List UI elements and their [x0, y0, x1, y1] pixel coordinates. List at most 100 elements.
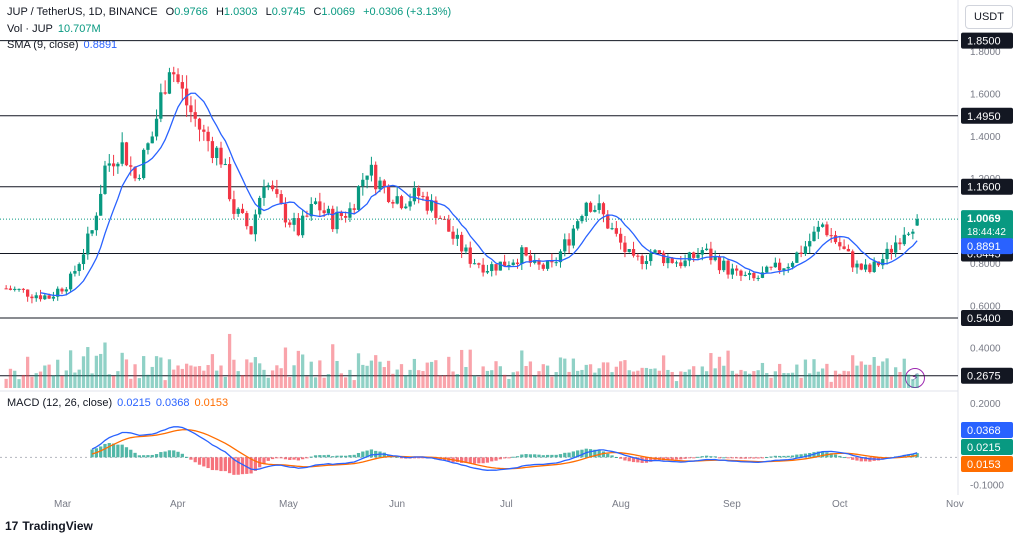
macd-histogram-bar: [515, 456, 520, 458]
volume-bar: [829, 381, 833, 388]
volume-bar: [631, 371, 636, 388]
volume-bar: [399, 364, 404, 388]
candle-body: [352, 208, 356, 210]
lightning-icon[interactable]: ⚡: [905, 368, 925, 388]
last-price-label: 1.0069: [967, 213, 1001, 225]
tradingview-logo[interactable]: 17 TradingView: [5, 519, 93, 533]
candle-body: [425, 196, 429, 211]
macd-histogram-bar: [99, 446, 103, 458]
macd-histogram-bar: [481, 457, 485, 464]
volume-bar: [498, 366, 502, 388]
candle-body: [829, 235, 833, 237]
candle-body: [713, 257, 717, 261]
volume-bar: [859, 361, 863, 388]
volume-bar: [434, 360, 438, 388]
candle-body: [111, 163, 116, 167]
signal-line: [91, 429, 918, 470]
macd-histogram-bar: [279, 457, 283, 459]
volume-bar: [838, 373, 842, 388]
macd-value-tag: [961, 422, 1013, 438]
volume-bar: [167, 359, 172, 388]
volume-bar: [313, 377, 318, 388]
volume-bar: [885, 358, 889, 388]
macd-histogram-bar: [752, 457, 756, 459]
candle-body: [760, 272, 765, 278]
volume-bar: [683, 371, 687, 388]
volume-bar: [803, 359, 808, 388]
macd-histogram-bar: [636, 457, 640, 463]
volume-bar: [34, 373, 38, 388]
macd-histogram-bar: [343, 455, 348, 458]
candle-body: [99, 193, 103, 216]
macd-histogram-bar: [395, 456, 399, 458]
candle-body: [782, 268, 786, 271]
candle-body: [408, 201, 412, 207]
volume-bar: [335, 360, 339, 388]
tradingview-wordmark: TradingView: [22, 519, 93, 533]
volume-bar: [391, 373, 395, 388]
macd-histogram-bar: [838, 455, 842, 458]
level-tag: [961, 107, 1013, 124]
volume-bar: [722, 365, 726, 388]
volume-label[interactable]: Vol · JUP: [7, 23, 53, 35]
candle-body: [13, 288, 17, 290]
volume-bar: [356, 353, 361, 388]
volume-bar: [318, 360, 322, 388]
volume-bar: [593, 372, 597, 388]
volume-bar: [30, 376, 34, 388]
candle-body: [382, 180, 386, 187]
candle-body: [524, 247, 528, 256]
volume-bar: [159, 357, 163, 388]
macd-histogram-bar: [399, 457, 404, 459]
volume-bar: [485, 370, 490, 388]
candle-body: [17, 288, 21, 290]
macd-histogram-bar: [313, 455, 318, 458]
macd-histogram-bar: [670, 457, 674, 460]
candle-body: [8, 288, 13, 290]
last-price-tag: [961, 210, 1013, 241]
macd-histogram-bar: [498, 457, 502, 460]
volume-bar: [765, 373, 769, 388]
macd-histogram-bar: [331, 456, 335, 458]
volume-bar: [331, 344, 335, 388]
sma-label[interactable]: SMA (9, close): [7, 39, 79, 51]
candle-body: [623, 242, 627, 252]
macd-histogram-bar: [490, 457, 494, 462]
symbol-title[interactable]: JUP / TetherUS, 1D, BINANCE: [7, 6, 158, 18]
macd-histogram-bar: [494, 457, 498, 461]
volume-bar: [232, 359, 236, 388]
candle-body: [580, 216, 584, 222]
volume-bar: [636, 370, 640, 388]
macd-histogram-bar: [361, 451, 365, 458]
volume-bar: [477, 376, 481, 388]
macd-legend: MACD (12, 26, close) 0.0215 0.0368 0.0153: [7, 397, 233, 409]
volume-bar: [374, 355, 378, 388]
candle-body: [799, 252, 803, 254]
macd-histogram-bar: [477, 457, 481, 464]
open-value: 0.9766: [174, 6, 208, 18]
macd-histogram-bar: [184, 456, 189, 458]
candle-body: [399, 196, 404, 209]
macd-histogram-bar: [735, 457, 739, 459]
currency-button[interactable]: USDT: [965, 5, 1013, 29]
macd-histogram-bar: [111, 443, 116, 458]
macd-histogram-bar: [193, 457, 197, 463]
candle-body: [601, 203, 606, 215]
volume-bar: [322, 377, 326, 388]
macd-label[interactable]: MACD (12, 26, close): [7, 397, 113, 409]
volume-bar: [51, 375, 56, 388]
candle-body: [296, 218, 300, 236]
macd-histogram-bar: [507, 457, 511, 459]
volume-bar: [846, 371, 851, 388]
macd-histogram-bar: [597, 450, 601, 458]
macd-histogram-bar: [571, 451, 576, 458]
volume-bar: [94, 355, 99, 388]
macd-histogram-bar: [782, 455, 786, 458]
macd-histogram-bar: [421, 457, 425, 459]
volume-bar: [692, 366, 696, 388]
candle-body: [606, 214, 610, 229]
volume-bar: [872, 357, 876, 388]
candle-body: [683, 260, 687, 267]
volume-bar: [137, 378, 141, 388]
